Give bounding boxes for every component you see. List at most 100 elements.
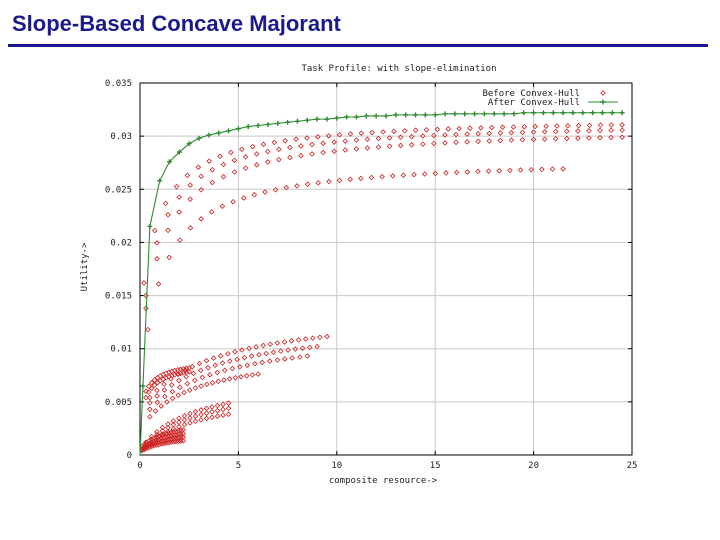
before-point <box>586 135 592 141</box>
legend-after-label: After Convex-Hull <box>488 98 580 108</box>
before-point <box>209 414 215 421</box>
before-point <box>207 372 213 378</box>
before-point <box>496 167 503 174</box>
before-point <box>184 172 191 179</box>
before-point <box>244 362 251 368</box>
before-point <box>151 377 158 383</box>
y-tick-label: 0.005 <box>105 398 132 408</box>
after-point <box>570 110 576 116</box>
before-point <box>161 381 167 387</box>
before-point <box>203 405 210 412</box>
before-point <box>192 413 199 419</box>
before-point <box>549 166 556 172</box>
before-point <box>214 407 221 414</box>
before-point <box>187 225 194 231</box>
before-point <box>294 183 300 189</box>
before-point <box>227 358 233 364</box>
before-point <box>619 122 625 128</box>
before-point <box>219 360 226 366</box>
before-point <box>169 373 175 379</box>
before-point <box>336 177 343 184</box>
before-point <box>252 360 258 367</box>
after-point <box>550 110 556 116</box>
before-point <box>453 139 459 146</box>
before-point <box>147 394 153 401</box>
before-point <box>532 123 538 130</box>
before-point <box>205 364 211 371</box>
before-point <box>519 137 526 143</box>
before-point <box>204 381 210 388</box>
before-point <box>225 405 232 412</box>
before-point <box>287 154 293 161</box>
before-point <box>228 149 234 156</box>
before-point <box>315 180 321 186</box>
ticks: 0 5 10 15 20 25 0 0.005 0.01 0.015 0.02 0.025 0.03 0.… <box>105 79 638 471</box>
before-point <box>310 335 316 341</box>
after-point <box>491 111 497 117</box>
before-point <box>282 356 288 362</box>
before-point <box>148 441 155 448</box>
before-point <box>564 135 570 142</box>
before-point <box>304 353 311 359</box>
x-tick-label: 5 <box>236 461 241 471</box>
plot-frame <box>139 82 633 456</box>
before-point <box>172 372 178 378</box>
before-point <box>147 400 153 406</box>
before-point <box>408 133 415 140</box>
before-point <box>220 173 227 180</box>
x-tick-label: 25 <box>627 461 638 471</box>
before-point <box>560 166 566 172</box>
before-point <box>412 127 419 134</box>
before-point <box>147 406 153 413</box>
after-point <box>167 159 173 165</box>
before-point <box>192 408 199 415</box>
after-point <box>304 117 310 123</box>
after-point <box>501 111 507 117</box>
before-point <box>307 344 313 351</box>
after-point <box>432 112 438 118</box>
before-point <box>565 122 571 129</box>
before-point <box>282 137 288 144</box>
before-point <box>253 162 260 168</box>
after-point <box>245 124 251 130</box>
before-point <box>181 389 187 396</box>
before-point <box>148 433 155 440</box>
before-point <box>552 128 559 135</box>
before-point <box>336 132 343 138</box>
before-point <box>165 439 172 446</box>
after-point <box>226 128 232 134</box>
before-point <box>298 152 304 159</box>
after-point <box>206 132 212 138</box>
before-point <box>177 384 183 391</box>
before-point <box>353 146 360 152</box>
before-point <box>229 365 236 372</box>
before-point <box>358 130 365 137</box>
before-point <box>170 418 177 424</box>
before-point <box>274 340 281 346</box>
before-point <box>163 437 170 443</box>
before-point <box>442 132 448 138</box>
before-point <box>238 373 244 380</box>
before-point <box>175 431 182 438</box>
after-point <box>472 111 478 117</box>
before-point <box>177 237 183 243</box>
before-point <box>170 439 177 445</box>
before-point <box>145 326 151 333</box>
after-point <box>403 112 409 118</box>
before-point <box>178 434 184 441</box>
before-point <box>314 343 320 350</box>
before-point <box>530 136 537 143</box>
before-point <box>386 143 393 149</box>
after-point <box>619 110 625 116</box>
x-axis-label: composite resource-> <box>329 476 438 486</box>
before-point <box>249 143 256 150</box>
before-point <box>375 144 382 150</box>
before-point <box>453 169 460 176</box>
before-point <box>209 380 216 386</box>
before-point <box>232 349 238 355</box>
series-after <box>139 110 625 456</box>
before-point <box>158 441 165 447</box>
after-point <box>255 123 261 129</box>
before-point <box>400 172 407 178</box>
before-point <box>158 432 165 438</box>
